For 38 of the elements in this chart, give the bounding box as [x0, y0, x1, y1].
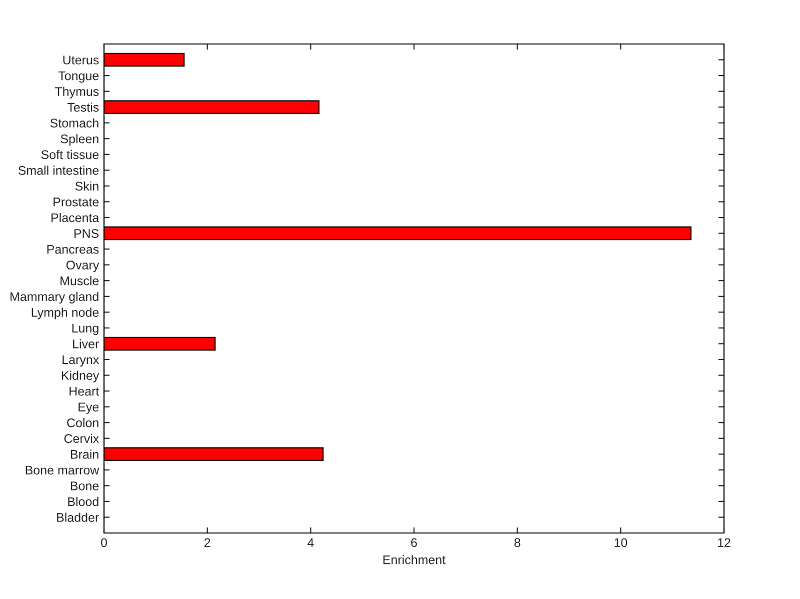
y-tick-label: Thymus — [54, 86, 99, 98]
y-tick-label: Ovary — [66, 260, 100, 272]
y-tick-label: Soft tissue — [41, 150, 99, 160]
y-tick-label: PNS — [74, 229, 99, 238]
y-tick-label: Stomach — [50, 118, 98, 128]
x-tick-label: 8 — [514, 538, 520, 548]
y-tick-label: Tongue — [58, 71, 99, 83]
y-tick-label: Lymph node — [32, 308, 99, 320]
y-tick-label: Larynx — [62, 355, 100, 367]
y-tick-label: Mammary gland — [10, 292, 98, 304]
x-tick-label: 6 — [411, 538, 417, 548]
x-tick-label: 12 — [718, 538, 730, 547]
x-tick-label: 10 — [614, 538, 628, 548]
x-tick-label: 4 — [307, 538, 314, 547]
y-tick-label: Bone — [70, 482, 99, 490]
y-tick-label: Cervix — [64, 434, 100, 444]
y-tick-label: Skin — [75, 181, 98, 191]
y-tick-label: Pancreas — [47, 244, 99, 254]
y-tick-label: Muscle — [60, 276, 99, 286]
x-tick-label: 0 — [101, 538, 107, 548]
y-tick-label: Eye — [78, 402, 99, 414]
y-tick-label: Placenta — [52, 212, 100, 222]
x-tick-label: 2 — [204, 538, 210, 547]
y-tick-label: Spleen — [60, 134, 98, 146]
y-tick-label: Bladder — [57, 512, 99, 522]
y-tick-label: Lung — [72, 324, 98, 336]
y-tick-label: Testis — [67, 102, 99, 112]
y-tick-label: Colon — [67, 418, 98, 428]
y-tick-label: Heart — [70, 386, 100, 396]
y-tick-label: Kidney — [62, 370, 100, 382]
y-tick-label: Bone marrow — [26, 466, 100, 475]
y-tick-label: Blood — [68, 496, 98, 506]
x-axis-title: Enrichment — [383, 555, 446, 564]
y-tick-label: Liver — [73, 339, 99, 348]
y-tick-label: Uterus — [63, 56, 99, 64]
y-tick-label: Prostate — [54, 198, 99, 206]
y-tick-label: Small intestine — [18, 166, 99, 175]
y-tick-label: Brain — [70, 450, 98, 459]
